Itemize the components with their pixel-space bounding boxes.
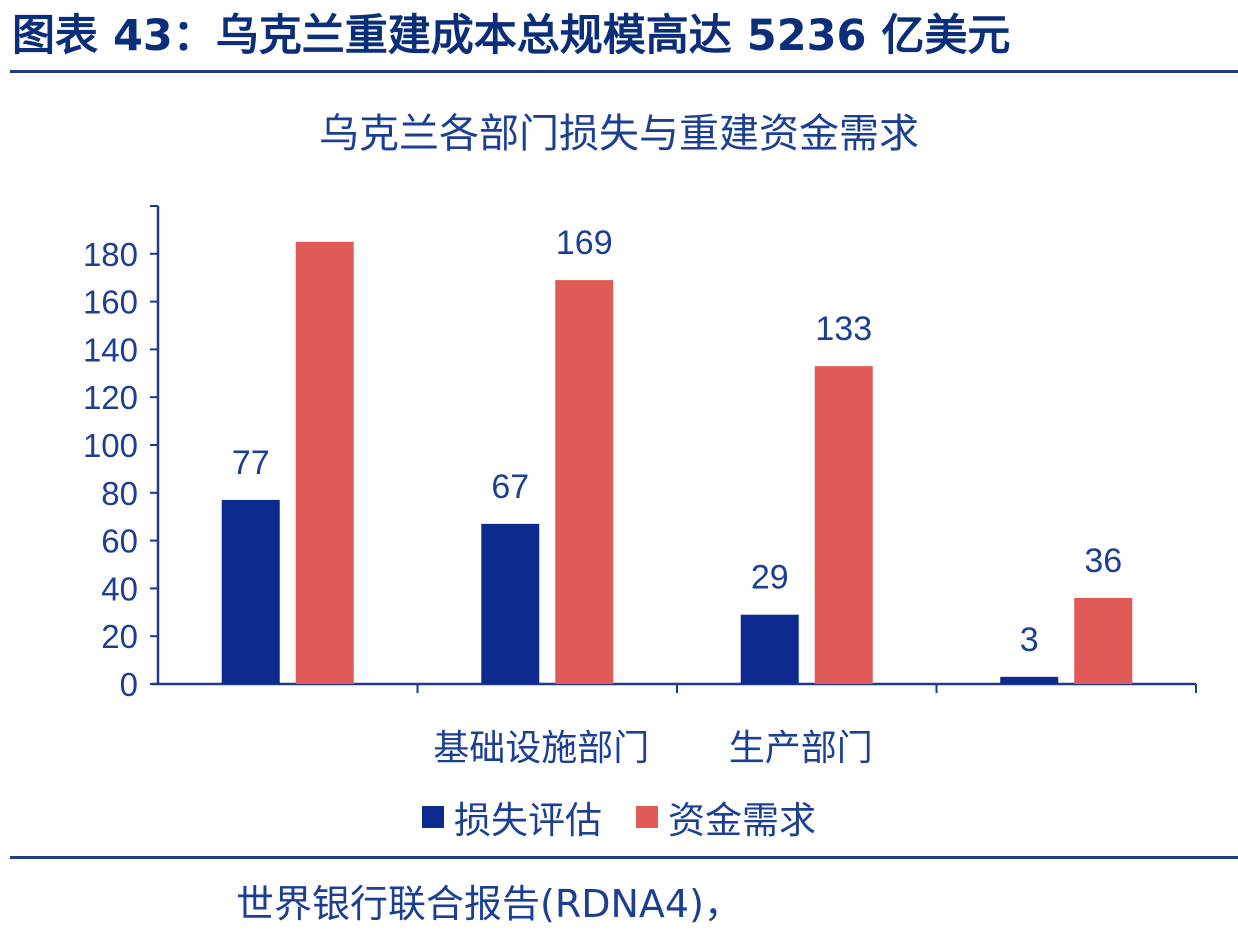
bar-loss — [1000, 676, 1059, 684]
chart-title: 乌克兰各部门损失与重建资金需求 — [319, 111, 919, 157]
data-label: 133 — [815, 310, 872, 348]
bar-need — [295, 241, 354, 684]
y-tick-label: 120 — [83, 379, 138, 416]
data-label: 29 — [751, 559, 789, 597]
y-tick-label: 80 — [101, 475, 138, 512]
bar-loss — [221, 499, 280, 684]
bar-need — [814, 366, 873, 684]
legend-label-need: 资金需求 — [668, 799, 816, 842]
top-rule — [10, 70, 1238, 73]
chart-legend: 损失评估 资金需求 — [0, 792, 1238, 842]
bar-chart: 0 20 40 60 80 100 120 140 160 180 77 67 169 基础设施部门 29 1… — [83, 205, 1197, 769]
y-tick-label: 60 — [101, 523, 138, 560]
x-category-label: 基础设施部门 — [433, 728, 649, 769]
y-tick-label: 0 — [120, 666, 138, 703]
y-tick-label: 100 — [83, 427, 138, 464]
figure-title: 图表 43：乌克兰重建成本总规模高达 5236 亿美元 — [12, 11, 1011, 61]
y-tick-label: 40 — [101, 570, 138, 607]
bar-need — [555, 280, 614, 684]
data-label: 67 — [491, 468, 529, 506]
y-tick-label: 140 — [83, 331, 138, 368]
x-category-label: 生产部门 — [729, 728, 873, 769]
y-tick-label: 160 — [83, 284, 138, 321]
bar-loss — [740, 614, 799, 684]
bar-loss — [481, 523, 540, 684]
legend-label-loss: 损失评估 — [454, 799, 602, 842]
legend-item-loss: 损失评估 — [422, 790, 602, 844]
bottom-rule — [10, 856, 1238, 859]
data-label: 3 — [1020, 621, 1039, 659]
y-tick-label: 180 — [83, 236, 138, 273]
y-tick-label: 20 — [101, 618, 138, 655]
source-text: 世界银行联合报告(RDNA4)， — [236, 882, 742, 926]
bar-need — [1074, 597, 1133, 684]
data-label: 169 — [556, 224, 613, 262]
data-label: 36 — [1084, 542, 1122, 580]
data-label: 77 — [232, 444, 270, 482]
legend-item-need: 资金需求 — [636, 790, 816, 844]
legend-swatch-need — [636, 806, 658, 828]
legend-swatch-loss — [422, 806, 444, 828]
